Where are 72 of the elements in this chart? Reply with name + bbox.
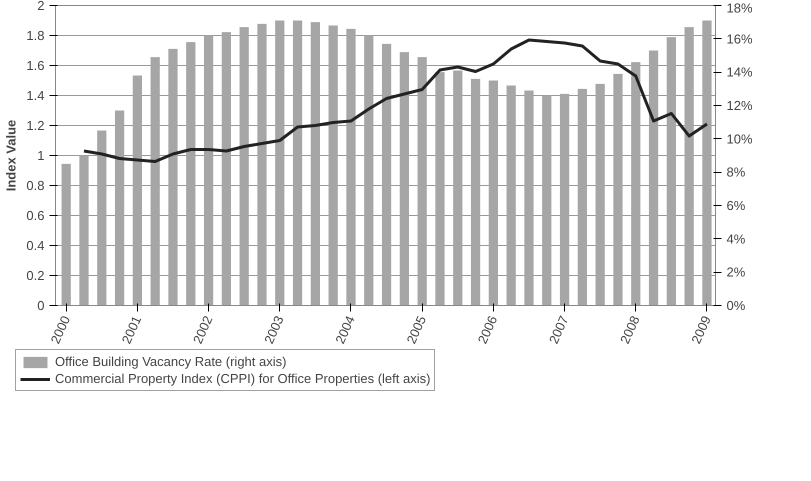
bar: [453, 70, 462, 306]
y-axis-title: Index Value: [3, 120, 18, 192]
bar: [560, 94, 570, 306]
y2-tick-label: 12%: [726, 98, 753, 113]
x-tick-label: 2009: [688, 313, 714, 346]
bar: [596, 84, 605, 306]
y2-tick-label: 10%: [726, 131, 753, 146]
bar: [79, 156, 89, 306]
bar: [132, 76, 142, 306]
x-tick-label: 2002: [190, 313, 216, 346]
bar: [346, 28, 356, 306]
bar: [666, 37, 676, 306]
y-tick-label: 2: [37, 0, 45, 13]
y-tick-label: 1: [37, 148, 45, 163]
y-tick-label: 0.8: [26, 178, 45, 193]
y-tick-label: 0.6: [26, 208, 45, 223]
bar: [382, 44, 392, 306]
y2-tick-label: 16%: [726, 31, 753, 46]
x-tick-label: 2001: [118, 313, 144, 346]
x-tick-label: 2000: [48, 313, 74, 346]
bar: [684, 27, 694, 306]
y2-tick-label: 8%: [726, 164, 746, 180]
y2-tick-label: 18%: [726, 0, 753, 16]
bar: [702, 20, 712, 306]
bar: [435, 72, 445, 306]
bar: [506, 86, 516, 306]
bar: [578, 88, 587, 306]
y-tick-label: 1.8: [26, 28, 45, 43]
bar: [222, 32, 231, 306]
y-tick-label: 0.4: [26, 238, 45, 253]
y2-tick-label: 0%: [726, 298, 746, 313]
y-tick-label: 1.6: [26, 58, 45, 73]
legend-label: Office Building Vacancy Rate (right axis): [55, 354, 286, 369]
bar: [62, 164, 71, 306]
y2-tick-label: 2%: [726, 264, 746, 280]
bar: [631, 62, 640, 306]
x-tick-label: 2003: [261, 313, 287, 346]
y-tick-label: 0: [37, 298, 45, 313]
x-tick-label: 2005: [404, 313, 430, 346]
bar: [168, 48, 178, 306]
bar: [328, 26, 338, 306]
x-tick-label: 2006: [474, 313, 500, 346]
bar: [542, 96, 552, 306]
bar: [240, 27, 249, 306]
line-series: [82, 38, 708, 163]
bar: [364, 36, 374, 306]
bar: [418, 57, 427, 306]
bar: [400, 52, 409, 306]
x-tick-label: 2004: [332, 313, 358, 346]
bar: [648, 50, 658, 306]
y2-tick-label: 14%: [726, 64, 753, 80]
bar: [204, 36, 214, 306]
bar: [114, 110, 124, 306]
y-tick-label: 1.4: [26, 88, 45, 103]
y-tick-label: 0.2: [26, 268, 45, 283]
bar: [97, 130, 106, 306]
bar: [275, 20, 284, 306]
y2-tick-label: 6%: [726, 198, 746, 213]
bar: [257, 24, 267, 306]
legend-label: Commercial Property Index (CPPI) for Office Properties (left axis): [55, 371, 430, 386]
x-tick-label: 2008: [617, 313, 643, 346]
bar: [150, 57, 160, 306]
y-tick-label: 1.2: [26, 118, 45, 133]
bar: [186, 42, 196, 306]
bar: [310, 22, 320, 306]
bar: [292, 20, 302, 306]
bar: [470, 78, 480, 306]
x-tick-label: 2007: [546, 313, 572, 346]
bar: [613, 74, 623, 306]
bar: [524, 90, 534, 306]
y2-tick-label: 4%: [726, 231, 746, 246]
bar: [488, 80, 498, 306]
